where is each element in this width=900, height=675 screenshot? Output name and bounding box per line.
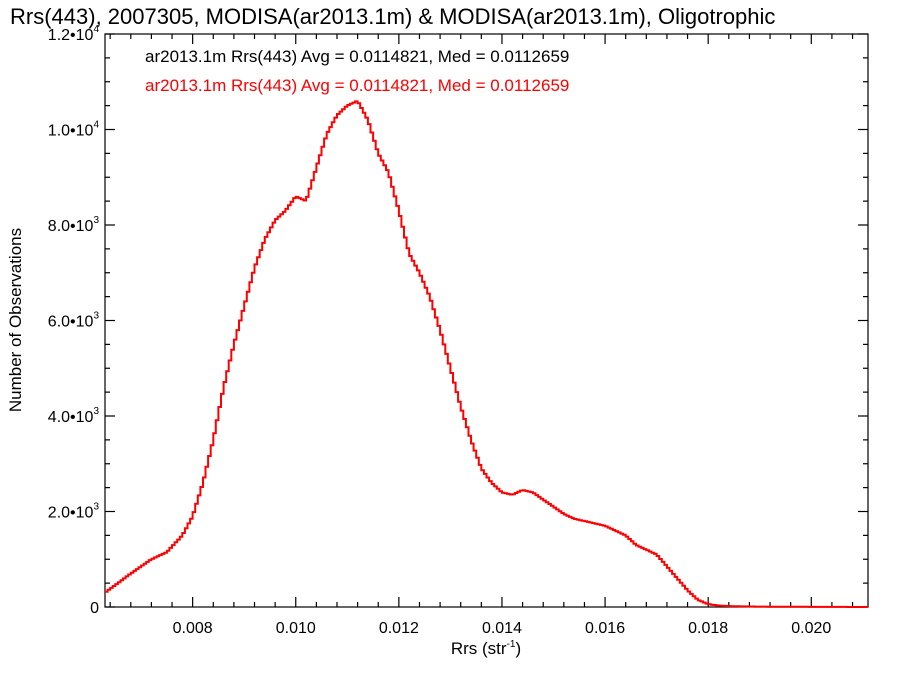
y-tick-label-mantissa: 0	[90, 600, 99, 617]
plot-frame	[104, 33, 869, 608]
y-axis-label: Number of Observations	[6, 228, 25, 412]
x-tick-label: 0.014	[482, 620, 522, 637]
y-tick-label-exponent: 3	[93, 502, 99, 513]
annotation-black: ar2013.1m Rrs(443) Avg = 0.0114821, Med …	[145, 47, 569, 66]
x-tick-label: 0.010	[276, 620, 316, 637]
y-tick-label-exponent: 3	[93, 311, 99, 322]
y-tick-label: 6.0•103	[48, 311, 100, 331]
x-axis-label-sup: -1	[507, 639, 516, 650]
y-tick-label-exponent: 3	[93, 215, 99, 226]
chart-title: Rrs(443), 2007305, MODISA(ar2013.1m) & M…	[10, 4, 775, 29]
y-axis-ticks: 02.0•1034.0•1036.0•1038.0•1031.0•1041.2•…	[48, 24, 868, 617]
y-tick-label-mantissa: 6.0•10	[48, 314, 94, 331]
x-tick-label: 0.020	[791, 620, 831, 637]
y-tick-label: 0	[90, 600, 99, 617]
y-tick-label-mantissa: 1.0•10	[48, 123, 94, 140]
y-tick-label: 1.0•104	[48, 120, 100, 140]
y-tick-label: 8.0•103	[48, 215, 100, 235]
y-tick-label: 4.0•103	[48, 406, 100, 426]
y-tick-label: 2.0•103	[48, 502, 100, 522]
x-axis-label-main: Rrs (str	[451, 639, 507, 658]
y-tick-label-exponent: 4	[93, 120, 99, 131]
y-tick-label-mantissa: 1.2•10	[48, 27, 94, 44]
x-tick-label: 0.012	[379, 620, 419, 637]
x-axis-label: Rrs (str-1)	[451, 639, 521, 658]
x-tick-label: 0.016	[585, 620, 625, 637]
y-tick-label-mantissa: 8.0•10	[48, 218, 94, 235]
x-tick-label: 0.018	[688, 620, 728, 637]
y-tick-label-exponent: 4	[93, 24, 99, 35]
x-axis-label-end: )	[515, 639, 521, 658]
annotation-red: ar2013.1m Rrs(443) Avg = 0.0114821, Med …	[145, 76, 569, 95]
y-tick-label-mantissa: 4.0•10	[48, 409, 94, 426]
x-axis-ticks: 0.008 0.010 0.012 0.014 0.016 0.018 0.020	[109, 34, 854, 637]
y-tick-label-exponent: 3	[93, 406, 99, 417]
series-line	[105, 100, 868, 608]
x-tick-label: 0.008	[173, 620, 213, 637]
y-tick-label-mantissa: 2.0•10	[48, 505, 94, 522]
y-tick-label: 1.2•104	[48, 24, 100, 44]
